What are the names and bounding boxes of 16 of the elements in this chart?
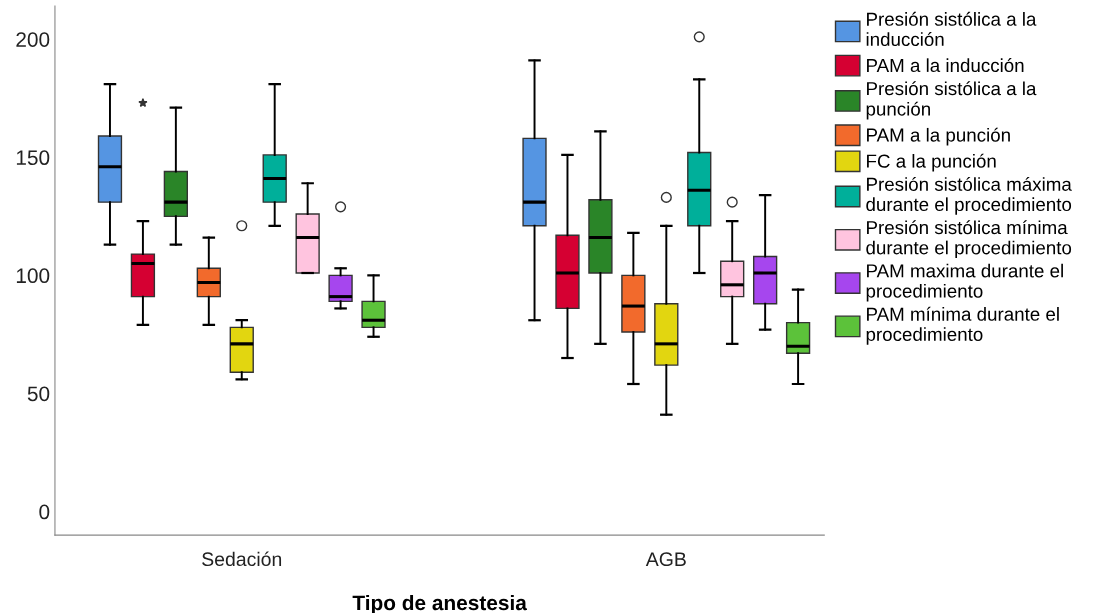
legend-label: PAM a la inducción (867, 58, 1024, 73)
legend-label: PAM a la punción (867, 127, 1010, 146)
legend-label: Presión sistólica mínima durante el procedimiento (866, 220, 1072, 259)
legend-label: PAM mínima durante el procedimiento (866, 306, 1059, 345)
legend-label: Presión sistólica a la inducción (866, 11, 1037, 47)
legend-label: Presión sistólica máxima durante el procedimiento (866, 176, 1072, 215)
y-tick-label: 0 (39, 504, 50, 520)
y-tick-label: 50 (27, 386, 50, 402)
x-tick-label: Sedación (202, 551, 282, 567)
legend-label: Presión sistólica a la punción (866, 81, 1037, 120)
x-tick-label: AGB (645, 552, 686, 567)
y-tick-label: 200 (16, 32, 50, 47)
legend-label: PAM maxima durante el procedimiento (866, 263, 1063, 302)
y-tick-label: 150 (16, 150, 50, 166)
legend-label: FC a la punción (867, 153, 996, 172)
y-tick-label: 100 (16, 268, 50, 284)
